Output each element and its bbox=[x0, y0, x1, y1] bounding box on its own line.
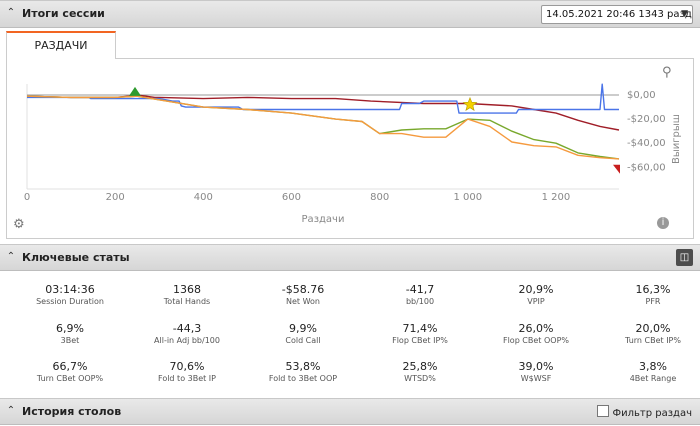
stat-label: Cold Call bbox=[285, 336, 321, 345]
best-point-star-marker bbox=[462, 96, 478, 111]
stat-label: bb/100 bbox=[405, 297, 435, 306]
section-title: Ключевые статы bbox=[22, 251, 130, 264]
key-stats-header[interactable]: ⌃ Ключевые статы ◫ bbox=[0, 244, 700, 271]
stat-item: -44,3 All-in Adj bb/100 bbox=[129, 322, 245, 345]
stat-label: All-in Adj bb/100 bbox=[154, 336, 220, 345]
x-tick-label: 0 bbox=[24, 192, 30, 203]
stat-label: 4Bet Range bbox=[629, 374, 677, 383]
stat-label: Fold to 3Bet OOP bbox=[268, 374, 338, 383]
session-select[interactable]: 14.05.2021 20:46 1343 раздач) ▼ bbox=[541, 5, 693, 24]
stat-item: 53,8% Fold to 3Bet OOP bbox=[245, 360, 361, 383]
x-tick-label: 1 200 bbox=[542, 192, 571, 203]
x-tick-label: 800 bbox=[370, 192, 389, 203]
hand-filter-checkbox[interactable]: Фильтр раздач bbox=[596, 405, 693, 419]
stat-label: Turn CBet IP% bbox=[625, 336, 681, 345]
winnings-chart: 0 200 400 600 800 1 000 1 200 $0,00 -$20,00 -$40,… bbox=[24, 83, 682, 225]
stat-label: Flop CBet OOP% bbox=[502, 336, 570, 345]
session-start-marker bbox=[128, 86, 141, 96]
x-axis-label: Раздачи bbox=[302, 214, 345, 225]
chevron-up-icon[interactable]: ⌃ bbox=[6, 405, 16, 416]
layout-toggle-icon[interactable]: ◫ bbox=[676, 249, 693, 266]
zoom-icon[interactable]: ⚲ bbox=[662, 65, 672, 80]
y-tick-label: -$40,00 bbox=[627, 138, 666, 149]
y-tick-label: $0,00 bbox=[627, 90, 656, 101]
tab-divider bbox=[116, 58, 694, 59]
stat-item: -$58.76 Net Won bbox=[245, 283, 361, 306]
series-line-red bbox=[26, 94, 620, 131]
chevron-up-icon[interactable]: ⌃ bbox=[6, 7, 16, 18]
stat-value: 66,7% bbox=[52, 360, 88, 373]
stat-label: 3Bet bbox=[60, 336, 80, 345]
stat-value: -$58.76 bbox=[281, 283, 325, 296]
stat-item: 39,0% W$WSF bbox=[478, 360, 594, 383]
stat-label: Total Hands bbox=[163, 297, 211, 306]
stat-item: -41,7 bb/100 bbox=[362, 283, 478, 306]
series-line-green bbox=[26, 95, 620, 160]
y-tick-label: -$60,00 bbox=[627, 162, 666, 173]
section-title: Итоги сессии bbox=[22, 7, 105, 20]
x-tick-label: 200 bbox=[106, 192, 125, 203]
stat-item: 16,3% PFR bbox=[595, 283, 700, 306]
stat-label: WTSD% bbox=[404, 374, 436, 383]
chevron-up-icon[interactable]: ⌃ bbox=[6, 251, 16, 262]
series-line-orange bbox=[26, 95, 620, 160]
checkbox-icon[interactable] bbox=[596, 405, 609, 417]
stat-label: Turn CBet OOP% bbox=[36, 374, 104, 383]
stat-item: 1368 Total Hands bbox=[129, 283, 245, 306]
stat-label: Flop CBet IP% bbox=[392, 336, 448, 345]
x-tick-label: 1 000 bbox=[453, 192, 482, 203]
series-line-blue bbox=[27, 83, 619, 114]
session-select-value: 14.05.2021 20:46 1343 раздач) bbox=[546, 9, 693, 20]
stat-item: 6,9% 3Bet bbox=[12, 322, 128, 345]
stat-value: 20,0% bbox=[635, 322, 671, 335]
stat-value: 25,8% bbox=[402, 360, 438, 373]
stat-item: 03:14:36 Session Duration bbox=[12, 283, 128, 306]
stat-value: 53,8% bbox=[285, 360, 321, 373]
stat-value: 03:14:36 bbox=[45, 283, 95, 296]
stat-item: 20,0% Turn CBet IP% bbox=[595, 322, 700, 345]
stat-value: 9,9% bbox=[289, 322, 317, 335]
stat-label: Net Won bbox=[286, 297, 320, 306]
y-axis-label: Выигрыш bbox=[671, 114, 682, 164]
stat-item: 70,6% Fold to 3Bet IP bbox=[129, 360, 245, 383]
stat-label: PFR bbox=[645, 297, 661, 306]
chart-panel: 0 200 400 600 800 1 000 1 200 $0,00 -$20,00 -$40,… bbox=[6, 59, 694, 239]
session-end-marker bbox=[613, 164, 620, 174]
stat-item: 9,9% Cold Call bbox=[245, 322, 361, 345]
tab-hands[interactable]: РАЗДАЧИ bbox=[6, 31, 116, 59]
stat-label: Session Duration bbox=[36, 297, 104, 306]
stat-value: 3,8% bbox=[639, 360, 667, 373]
stat-value: 6,9% bbox=[56, 322, 84, 335]
stat-value: 26,0% bbox=[518, 322, 554, 335]
session-summary-header[interactable]: ⌃ Итоги сессии 14.05.2021 20:46 1343 раз… bbox=[0, 0, 700, 28]
info-icon[interactable]: i bbox=[657, 217, 669, 229]
stat-value: 16,3% bbox=[635, 283, 671, 296]
stat-label: W$WSF bbox=[520, 374, 552, 383]
table-history-header[interactable]: ⌃ История столов Фильтр раздач bbox=[0, 398, 700, 425]
gear-icon[interactable]: ⚙ bbox=[13, 217, 25, 232]
stat-label: Fold to 3Bet IP bbox=[158, 374, 216, 383]
y-tick-label: -$20,00 bbox=[627, 114, 666, 125]
stat-value: 70,6% bbox=[169, 360, 205, 373]
stat-item: 26,0% Flop CBet OOP% bbox=[478, 322, 594, 345]
section-title: История столов bbox=[22, 405, 122, 418]
stat-value: 71,4% bbox=[402, 322, 438, 335]
key-stats-grid: 03:14:36 Session Duration 1368 Total Hands -… bbox=[0, 272, 700, 396]
stat-item: 71,4% Flop CBet IP% bbox=[362, 322, 478, 345]
chevron-down-icon: ▼ bbox=[681, 9, 688, 19]
stat-value: -44,3 bbox=[172, 322, 202, 335]
stat-item: 66,7% Turn CBet OOP% bbox=[12, 360, 128, 383]
stat-value: 1368 bbox=[173, 283, 201, 296]
x-tick-label: 600 bbox=[282, 192, 301, 203]
stat-value: 39,0% bbox=[518, 360, 554, 373]
stat-value: 20,9% bbox=[518, 283, 554, 296]
stat-item: 3,8% 4Bet Range bbox=[595, 360, 700, 383]
filter-label: Фильтр раздач bbox=[612, 408, 693, 419]
stat-item: 25,8% WTSD% bbox=[362, 360, 478, 383]
x-tick-label: 400 bbox=[194, 192, 213, 203]
stat-item: 20,9% VPIP bbox=[478, 283, 594, 306]
tab-label: РАЗДАЧИ bbox=[34, 39, 88, 52]
stat-value: -41,7 bbox=[405, 283, 435, 296]
stat-label: VPIP bbox=[527, 297, 545, 306]
